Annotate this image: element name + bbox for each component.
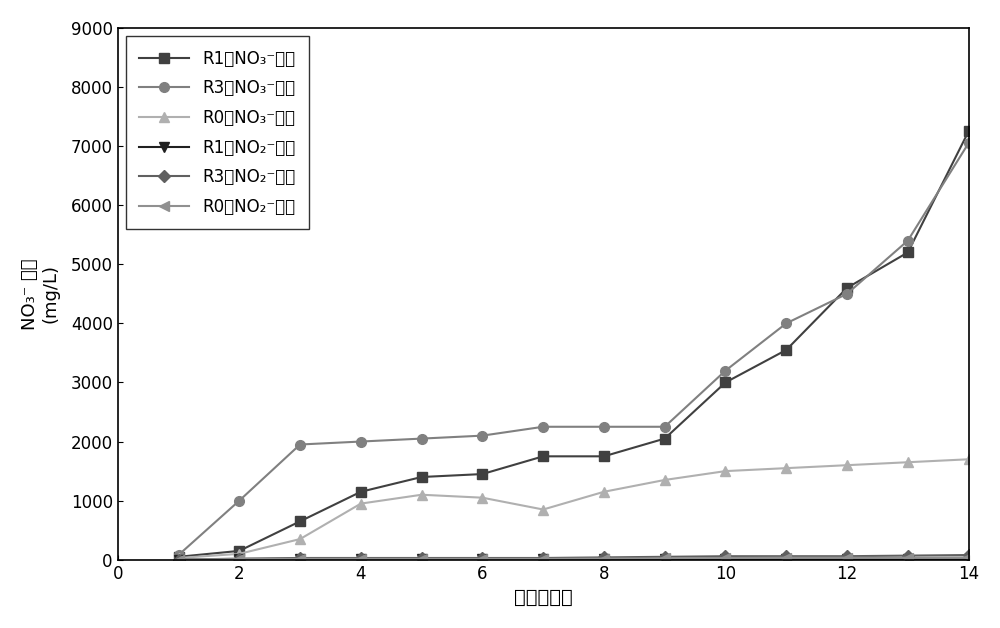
R0的NO₃⁻浓度 — [355, 500, 367, 507]
R0的NO₃⁻浓度 — [294, 535, 306, 543]
R0的NO₂⁻浓度 — [173, 556, 185, 563]
R1的NO₃⁻浓度 — [719, 379, 731, 386]
Line: R3的NO₂⁻浓度: R3的NO₂⁻浓度 — [174, 551, 973, 564]
R0的NO₂⁻浓度 — [598, 555, 610, 562]
R3的NO₂⁻浓度 — [902, 552, 914, 560]
R3的NO₂⁻浓度 — [780, 553, 792, 560]
R3的NO₂⁻浓度 — [719, 553, 731, 560]
Line: R1的NO₃⁻浓度: R1的NO₃⁻浓度 — [174, 126, 973, 561]
R0的NO₃⁻浓度 — [476, 494, 488, 502]
R0的NO₃⁻浓度 — [598, 488, 610, 495]
R0的NO₃⁻浓度 — [902, 458, 914, 466]
R1的NO₂⁻浓度 — [780, 556, 792, 563]
R0的NO₂⁻浓度 — [294, 555, 306, 563]
R1的NO₃⁻浓度 — [659, 435, 671, 442]
R3的NO₂⁻浓度 — [659, 553, 671, 561]
R0的NO₂⁻浓度 — [719, 554, 731, 561]
R1的NO₂⁻浓度 — [233, 556, 245, 563]
R3的NO₂⁻浓度 — [294, 554, 306, 561]
R3的NO₃⁻浓度 — [659, 423, 671, 431]
R3的NO₃⁻浓度 — [780, 320, 792, 327]
R3的NO₃⁻浓度 — [173, 551, 185, 559]
R1的NO₃⁻浓度 — [355, 488, 367, 495]
R3的NO₃⁻浓度 — [294, 441, 306, 448]
R0的NO₂⁻浓度 — [841, 554, 853, 561]
R3的NO₂⁻浓度 — [963, 551, 975, 559]
R3的NO₃⁻浓度 — [476, 432, 488, 440]
R0的NO₃⁻浓度 — [719, 467, 731, 475]
X-axis label: 时间（天）: 时间（天） — [514, 588, 573, 607]
R3的NO₂⁻浓度 — [841, 553, 853, 560]
R1的NO₂⁻浓度 — [355, 556, 367, 563]
R0的NO₃⁻浓度 — [233, 550, 245, 558]
R1的NO₂⁻浓度 — [173, 556, 185, 563]
R1的NO₃⁻浓度 — [416, 474, 428, 481]
R1的NO₃⁻浓度 — [294, 517, 306, 525]
R1的NO₃⁻浓度 — [233, 547, 245, 555]
R0的NO₂⁻浓度 — [476, 555, 488, 563]
R3的NO₂⁻浓度 — [173, 556, 185, 563]
R1的NO₃⁻浓度 — [173, 553, 185, 561]
R3的NO₃⁻浓度 — [598, 423, 610, 431]
R0的NO₂⁻浓度 — [355, 555, 367, 563]
R1的NO₃⁻浓度 — [841, 284, 853, 291]
R3的NO₃⁻浓度 — [902, 237, 914, 244]
R0的NO₂⁻浓度 — [902, 554, 914, 561]
R0的NO₃⁻浓度 — [841, 462, 853, 469]
R1的NO₂⁻浓度 — [841, 556, 853, 563]
R1的NO₃⁻浓度 — [963, 127, 975, 135]
R3的NO₂⁻浓度 — [537, 554, 549, 561]
R3的NO₃⁻浓度 — [841, 290, 853, 298]
R0的NO₂⁻浓度 — [416, 555, 428, 563]
R3的NO₃⁻浓度 — [355, 438, 367, 445]
R1的NO₃⁻浓度 — [537, 453, 549, 460]
R0的NO₃⁻浓度 — [963, 455, 975, 463]
R1的NO₂⁻浓度 — [902, 556, 914, 563]
R3的NO₃⁻浓度 — [233, 497, 245, 504]
R0的NO₃⁻浓度 — [780, 464, 792, 472]
R3的NO₂⁻浓度 — [233, 555, 245, 562]
R0的NO₃⁻浓度 — [173, 554, 185, 561]
R1的NO₃⁻浓度 — [780, 346, 792, 354]
R3的NO₂⁻浓度 — [476, 554, 488, 561]
R1的NO₂⁻浓度 — [659, 556, 671, 563]
R0的NO₂⁻浓度 — [233, 555, 245, 563]
R3的NO₂⁻浓度 — [598, 554, 610, 561]
R3的NO₂⁻浓度 — [416, 554, 428, 561]
R1的NO₂⁻浓度 — [294, 556, 306, 563]
R1的NO₃⁻浓度 — [476, 470, 488, 478]
Line: R3的NO₃⁻浓度: R3的NO₃⁻浓度 — [174, 138, 973, 560]
R3的NO₂⁻浓度 — [355, 554, 367, 561]
Y-axis label: NO₃⁻ 浓度
(mg/L): NO₃⁻ 浓度 (mg/L) — [21, 258, 60, 330]
R1的NO₃⁻浓度 — [902, 249, 914, 256]
R0的NO₃⁻浓度 — [416, 491, 428, 499]
R3的NO₃⁻浓度 — [537, 423, 549, 431]
R1的NO₂⁻浓度 — [719, 556, 731, 563]
R0的NO₂⁻浓度 — [780, 554, 792, 561]
R1的NO₂⁻浓度 — [476, 556, 488, 563]
Line: R0的NO₃⁻浓度: R0的NO₃⁻浓度 — [174, 455, 973, 563]
R1的NO₃⁻浓度 — [598, 453, 610, 460]
R0的NO₂⁻浓度 — [537, 555, 549, 563]
R1的NO₂⁻浓度 — [598, 556, 610, 563]
R0的NO₂⁻浓度 — [659, 555, 671, 562]
R3的NO₃⁻浓度 — [963, 139, 975, 147]
Line: R0的NO₂⁻浓度: R0的NO₂⁻浓度 — [174, 553, 973, 565]
R0的NO₂⁻浓度 — [963, 554, 975, 561]
R1的NO₂⁻浓度 — [963, 556, 975, 563]
Legend: R1的NO₃⁻浓度, R3的NO₃⁻浓度, R0的NO₃⁻浓度, R1的NO₂⁻浓度, R3的NO₂⁻浓度, R0的NO₂⁻浓度: R1的NO₃⁻浓度, R3的NO₃⁻浓度, R0的NO₃⁻浓度, R1的NO₂⁻… — [126, 36, 309, 229]
R1的NO₂⁻浓度 — [416, 556, 428, 563]
R0的NO₃⁻浓度 — [537, 506, 549, 513]
R1的NO₂⁻浓度 — [537, 556, 549, 563]
R0的NO₃⁻浓度 — [659, 476, 671, 484]
R3的NO₃⁻浓度 — [416, 435, 428, 442]
R3的NO₃⁻浓度 — [719, 367, 731, 374]
Line: R1的NO₂⁻浓度: R1的NO₂⁻浓度 — [174, 555, 973, 565]
